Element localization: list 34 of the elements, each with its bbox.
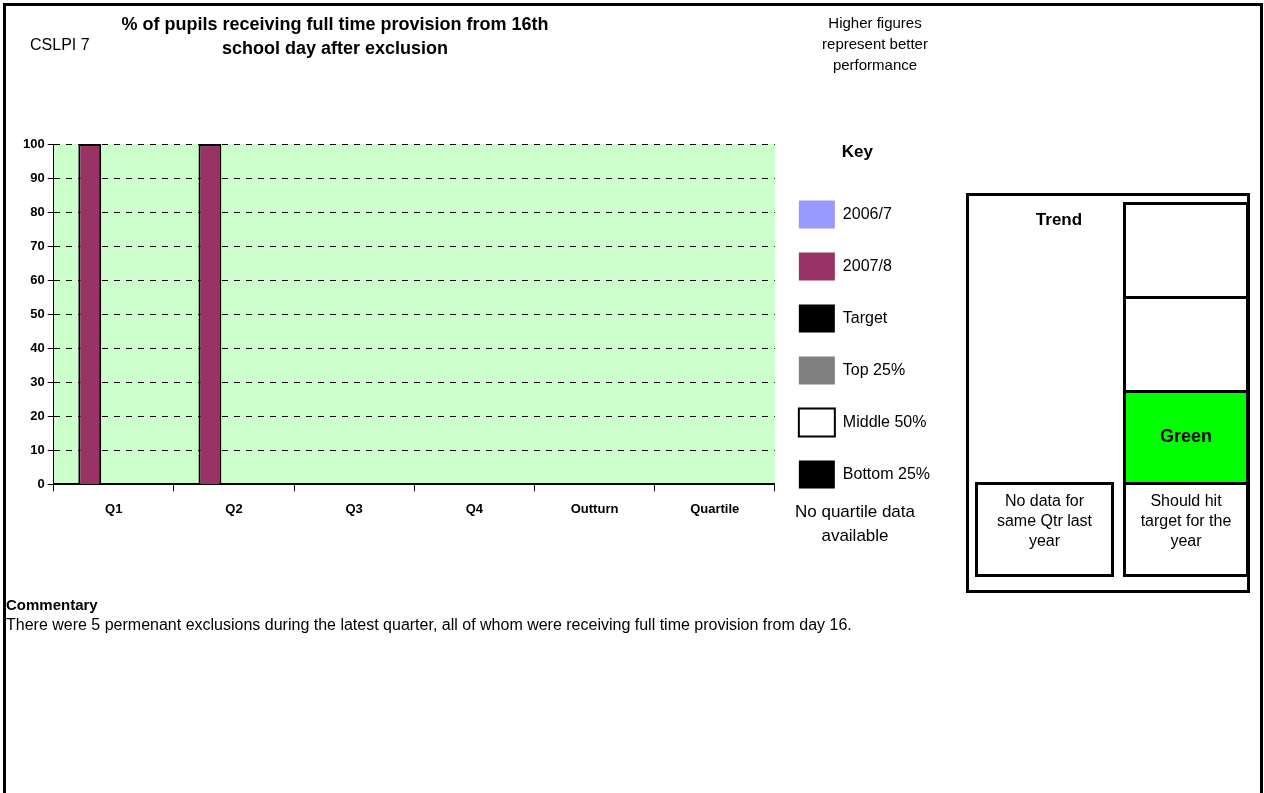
text: Higher figures represent better performance: [821, 13, 929, 75]
legend-label: 2006/7: [842, 204, 892, 222]
x-tick-label: Q4: [465, 500, 484, 516]
y-tick-label: 80: [30, 203, 45, 219]
y-tick-label: 10: [30, 441, 45, 457]
y-tick-label: 60: [30, 271, 45, 287]
x-tick-label: Q2: [225, 500, 243, 516]
x-tick-label: Q1: [105, 500, 123, 516]
x-tick-label: Outturn: [570, 500, 619, 516]
text: CSLPI 7: [30, 36, 90, 54]
text: No data for same Qtr last year: [975, 482, 1114, 577]
y-tick-label: 20: [30, 407, 45, 423]
legend-label: Middle 50%: [842, 412, 927, 430]
text: There were 5 permenant exclusions during the latest quarter, all of whom were receiving full time provision from day 16.: [6, 616, 852, 634]
x-tick-label: Q3: [345, 500, 363, 516]
legend-title: Key: [841, 142, 874, 162]
legend-label: Top 25%: [842, 360, 906, 378]
legend-label: Target: [842, 308, 888, 326]
legend-label: 2007/8: [842, 256, 892, 274]
x-tick-label: Quartile: [690, 500, 740, 516]
y-tick-label: 50: [30, 305, 45, 321]
y-tick-label: 0: [37, 475, 45, 491]
legend-label: Bottom 25%: [842, 464, 930, 482]
chart-title: % of pupils receiving full time provision from 16th school day after exclusion: [120, 13, 550, 60]
y-tick-label: 30: [30, 373, 45, 389]
text: Trend: [1034, 210, 1084, 230]
y-tick-label: 100: [22, 135, 45, 151]
y-tick-label: 90: [30, 169, 45, 185]
status-panel: Green: [1123, 202, 1249, 485]
y-tick-label: 40: [30, 339, 45, 355]
text: Should hit target for the year: [1123, 482, 1249, 577]
text: Commentary: [6, 596, 98, 613]
y-tick-label: 70: [30, 237, 45, 253]
text: No quartile data available: [794, 501, 916, 547]
